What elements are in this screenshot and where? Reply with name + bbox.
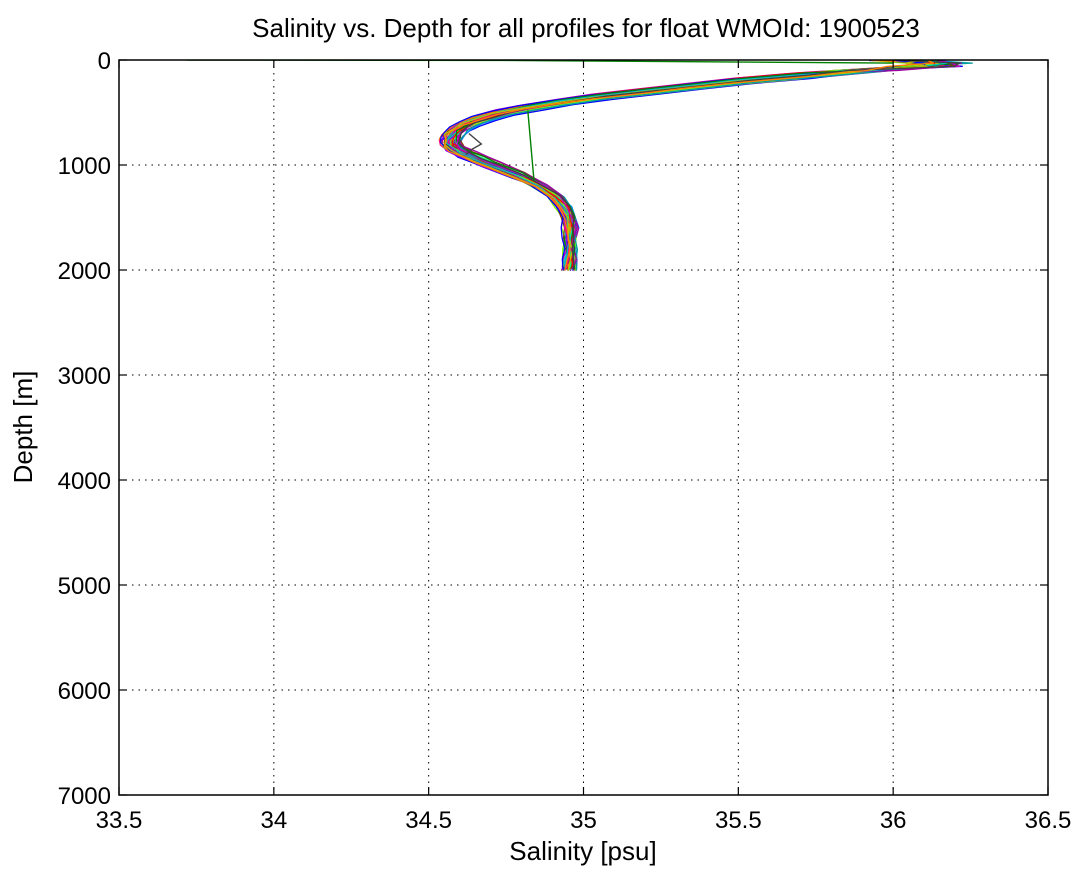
x-tick-label: 34.5: [405, 807, 452, 834]
profile-line: [451, 60, 936, 271]
profile-line: [440, 60, 944, 272]
y-tick-label: 7000: [58, 783, 111, 810]
x-tick-label: 33.5: [96, 807, 143, 834]
grid-lines: [119, 60, 1048, 795]
profile-line: [443, 60, 947, 271]
x-axis-ticks: 33.5 34 34.5 35 35.5 36 36.5: [96, 60, 1072, 834]
outlier-profile-line: [465, 132, 483, 156]
profile-line: [458, 60, 959, 271]
profile-line: [451, 60, 936, 271]
y-axis-label: Depth [m]: [8, 371, 38, 484]
profile-line: [457, 60, 951, 270]
profile-line: [455, 60, 961, 270]
profile-line: [448, 60, 952, 270]
profile-line: [448, 60, 936, 272]
y-tick-label: 4000: [58, 468, 111, 495]
x-tick-label: 36.5: [1025, 807, 1072, 834]
profile-line: [448, 60, 925, 270]
y-tick-label: 3000: [58, 363, 111, 390]
profile-line: [444, 60, 930, 271]
profile-line: [443, 60, 949, 270]
profile-line: [459, 60, 963, 271]
profile-line: [459, 60, 957, 270]
profile-line: [452, 60, 973, 270]
chart-title: Salinity vs. Depth for all profiles for …: [252, 13, 920, 43]
profile-line: [454, 60, 963, 271]
y-tick-label: 1000: [58, 153, 111, 180]
profile-line: [447, 60, 952, 270]
profile-lines: [187, 60, 973, 272]
profile-line: [458, 60, 960, 270]
profile-line: [445, 60, 948, 270]
y-tick-label: 0: [98, 48, 111, 75]
profile-line: [450, 60, 953, 271]
x-tick-label: 35: [570, 807, 597, 834]
x-tick-label: 34: [260, 807, 287, 834]
y-axis-ticks: 0 1000 2000 3000 4000 5000 6000 7000: [58, 48, 1048, 810]
profile-line: [443, 60, 935, 271]
outlier-profile-line: [527, 110, 535, 181]
profile-line: [457, 60, 927, 271]
x-tick-label: 35.5: [715, 807, 762, 834]
x-axis-label: Salinity [psu]: [509, 836, 656, 866]
y-tick-label: 5000: [58, 573, 111, 600]
x-tick-label: 36: [880, 807, 907, 834]
y-tick-label: 2000: [58, 258, 111, 285]
y-tick-label: 6000: [58, 678, 111, 705]
